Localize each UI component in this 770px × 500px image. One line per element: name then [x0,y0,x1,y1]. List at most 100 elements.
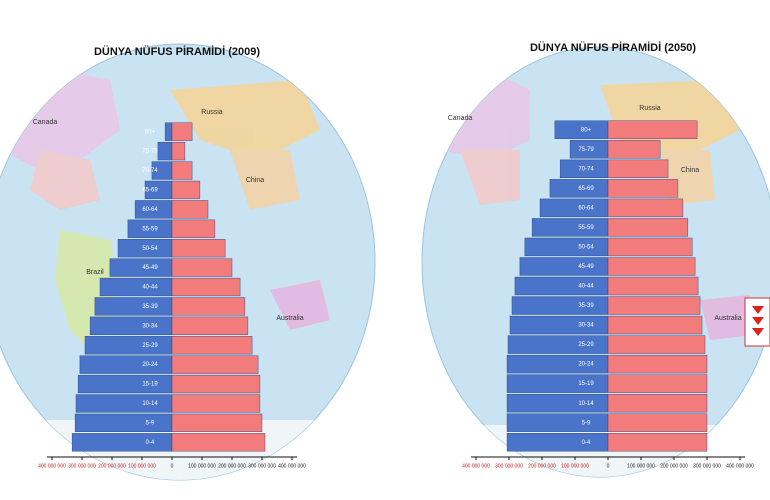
bar [607,179,679,198]
bar [607,218,689,237]
age-label: 80+ [581,127,592,133]
age-label: 10-14 [578,401,594,407]
x-tick-label: 300 000 000 [693,463,721,469]
age-label: 60-64 [578,205,594,211]
bar [607,120,698,139]
bar [164,122,173,141]
age-label: 45-49 [578,264,594,270]
bar [607,394,708,413]
bar [539,198,609,218]
x-tick-label: 100 000 000 [561,463,589,469]
bar [171,316,249,335]
x-tick-label: 200 000 000 [218,463,246,469]
x-tick-label: 0 [607,463,610,469]
x-tick-label: 200 000 000 [98,463,126,469]
age-label: 25-29 [142,343,158,349]
bar [99,277,173,297]
x-tick-label: 0 [171,463,174,469]
bar [171,433,266,452]
age-label: 80+ [145,129,156,135]
age-label: 65-69 [578,186,594,192]
bar [171,239,226,258]
bar [157,142,173,161]
age-label: 75-79 [578,147,594,153]
age-label: 5-9 [582,420,591,426]
age-label: 0-4 [582,440,591,446]
map-label: Brazil [86,269,104,276]
bar [171,355,259,374]
x-tick-label: 400 000 000 [726,463,754,469]
age-label: 20-24 [142,362,158,368]
age-label: 10-14 [142,401,158,407]
map-label: Australia [276,315,303,322]
age-label: 35-39 [578,303,594,309]
age-label: 20-24 [578,362,594,368]
bar [607,433,708,452]
bar [89,316,173,335]
bar [607,237,693,257]
bar [607,354,708,374]
x-tick-label: 400 000 000 [462,463,490,469]
bar [71,433,173,452]
age-label: 35-39 [142,304,158,310]
bar [607,315,703,335]
bar [109,258,173,277]
age-label: 70-74 [142,168,158,174]
age-label: 15-19 [142,382,158,388]
bar [171,374,261,394]
bar [171,258,233,277]
age-label: 55-59 [142,226,158,232]
bar [171,161,193,180]
x-tick-label: 100 000 000 [188,463,216,469]
chart-title: DÜNYA NÜFUS PİRAMİDİ (2050) [530,41,696,54]
bar [171,122,193,141]
age-label: 65-69 [142,188,158,194]
x-tick-label: 100 000 000 [627,463,655,469]
bar [519,257,609,276]
bar [171,277,241,297]
bar [506,413,609,432]
bar [607,413,708,432]
age-label: 70-74 [578,166,594,172]
bar [607,257,696,276]
bar [607,198,684,218]
bar [171,413,263,432]
x-tick-label: 300 000 000 [248,463,276,469]
bar [171,336,253,355]
bar [524,237,609,257]
bar [171,180,201,200]
map-label: Russia [201,109,223,116]
bar [607,140,661,159]
bar [607,374,708,393]
x-tick-label: 200 000 000 [528,463,556,469]
map-label: China [681,167,699,174]
bar [74,413,173,432]
age-label: 50-54 [578,245,594,251]
age-label: 55-59 [578,225,594,231]
age-label: 40-44 [578,284,594,290]
bar [84,336,173,355]
bar [607,276,699,296]
age-label: 30-34 [578,323,594,329]
bar [171,142,186,161]
map-label: Canada [33,119,58,126]
age-label: 25-29 [578,342,594,348]
x-tick-label: 300 000 000 [68,463,96,469]
bar [607,335,706,354]
bar [77,374,173,394]
x-tick-label: 100 000 000 [128,463,156,469]
bar [171,297,246,316]
map-label: Canada [448,115,473,122]
age-label: 40-44 [142,285,158,291]
bar [607,296,701,315]
bar [79,355,173,374]
bar [531,218,609,237]
bar [506,433,609,452]
bar [607,159,669,178]
bar [94,297,173,316]
age-label: 0-4 [146,440,155,446]
bar [171,219,216,238]
x-tick-label: 400 000 000 [38,463,66,469]
arrow-icon [744,297,770,347]
